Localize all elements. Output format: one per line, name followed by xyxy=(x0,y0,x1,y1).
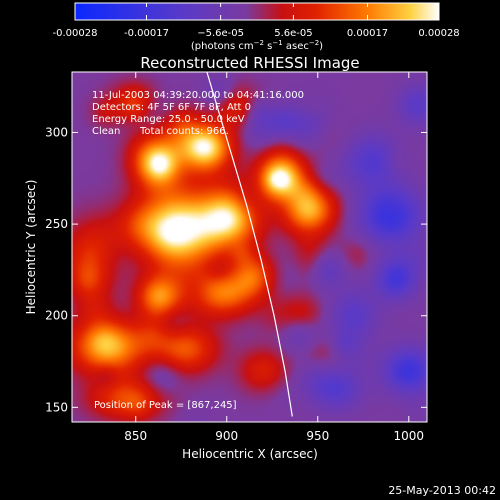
energy-range-text: Energy Range: 25.0 - 50.0 keV xyxy=(92,114,245,125)
x-tick-label: 900 xyxy=(215,429,238,443)
observation-annotations: 11-Jul-2003 04:39:20.000 to 04:41:16.000… xyxy=(92,90,304,411)
x-axis-label: Heliocentric X (arcsec) xyxy=(182,447,318,461)
colorbar-units: (photons cm−2 s−1 asec−2) xyxy=(191,39,323,52)
x-tick-label: 1000 xyxy=(394,429,425,443)
colorbar-tick-label: −5.6e-05 xyxy=(197,28,244,39)
y-tick-label: 200 xyxy=(45,309,68,323)
y-tick-label: 300 xyxy=(45,125,68,139)
detectors-text: Detectors: 4F 5F 6F 7F 8F, Att 0 xyxy=(92,102,251,113)
x-tick-label: 950 xyxy=(306,429,329,443)
solar-limb-line xyxy=(206,72,293,417)
total-counts-text: Total counts: 966. xyxy=(139,126,229,137)
colorbar-tick-label: -0.00017 xyxy=(124,28,169,39)
chart-title: Reconstructed RHESSI Image xyxy=(140,54,359,72)
plot-frame xyxy=(71,71,428,423)
y-axis-ticks: 150 200 250 300 xyxy=(45,125,427,414)
footer-timestamp: 25-May-2013 00:42 xyxy=(388,484,496,497)
colorbar xyxy=(74,2,440,21)
x-axis-ticks: 850 900 950 1000 xyxy=(124,72,424,443)
colorbar-ticks: -0.00028 -0.00017 −5.6e-05 5.6e-05 0.00017 0.… xyxy=(53,3,460,39)
heatmap-image xyxy=(72,72,427,422)
x-tick-label: 850 xyxy=(124,429,147,443)
colorbar-tick-label: 0.00017 xyxy=(347,28,388,39)
colorbar-tick-label: 0.00028 xyxy=(418,28,459,39)
y-tick-label: 150 xyxy=(45,400,68,414)
y-axis-label: Heliocentric Y (arcsec) xyxy=(24,180,38,315)
method-text: Clean xyxy=(92,126,120,137)
colorbar-tick-label: 5.6e-05 xyxy=(274,28,312,39)
time-range-text: 11-Jul-2003 04:39:20.000 to 04:41:16.000 xyxy=(92,90,304,101)
colorbar-tick-label: -0.00028 xyxy=(53,28,98,39)
y-tick-label: 250 xyxy=(45,217,68,231)
peak-position-text: Position of Peak = [867,245] xyxy=(94,400,237,411)
